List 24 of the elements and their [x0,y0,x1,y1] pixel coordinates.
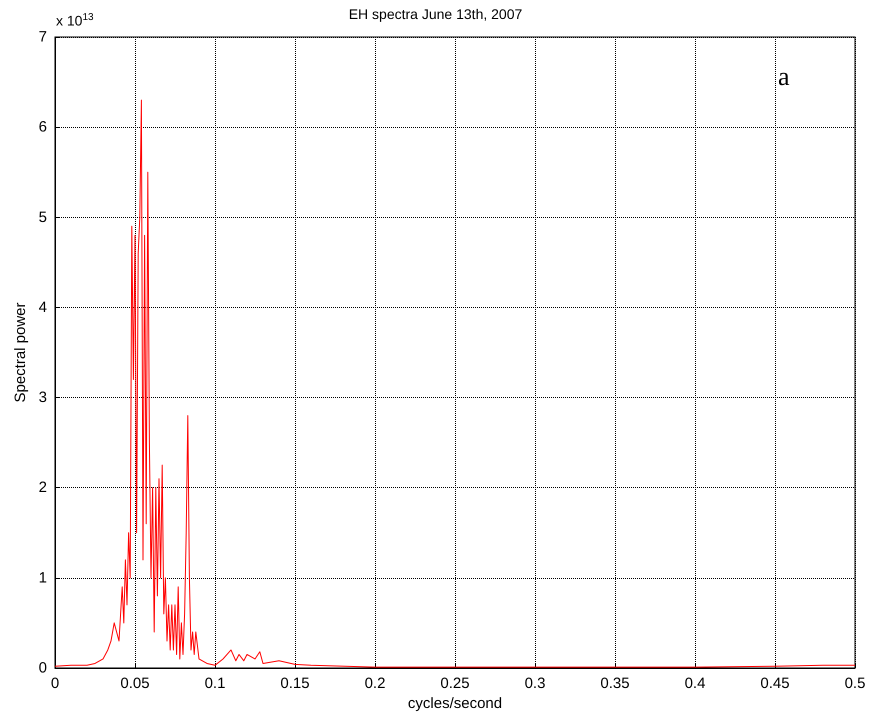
chart-title: EH spectra June 13th, 2007 [348,6,522,22]
x-tick-label: 0.15 [280,675,310,692]
y-tick-label: 6 [38,118,47,136]
y-tick-label: 0 [38,660,47,676]
y-tick-label: 3 [38,389,47,406]
x-tick-label: 0.2 [364,675,386,692]
x-tick-label: 0.3 [524,675,546,692]
annotation: a [778,62,790,92]
x-axis-title: cycles/second [408,694,502,712]
y-tick-label: 4 [38,298,47,316]
x-tick-label: 0.5 [844,675,866,692]
x-tick-label: 0 [50,675,60,692]
y-axis-title: Spectral power [12,302,29,403]
x-tick-label: 0.25 [440,675,470,692]
y-tick-label: 2 [38,479,47,496]
x-tick-label: 0.1 [204,675,226,692]
y-tick-label: 5 [38,208,47,226]
x-tick-label: 0.4 [684,675,706,692]
x-tick-label: 0.35 [600,675,630,692]
x-tick-label: 0.05 [120,675,150,692]
x-tick-label: 0.45 [760,675,790,692]
y-tick-label: 7 [38,28,47,46]
text: x 10$^{13}$ [56,12,94,29]
y-tick-label: 1 [38,569,47,586]
